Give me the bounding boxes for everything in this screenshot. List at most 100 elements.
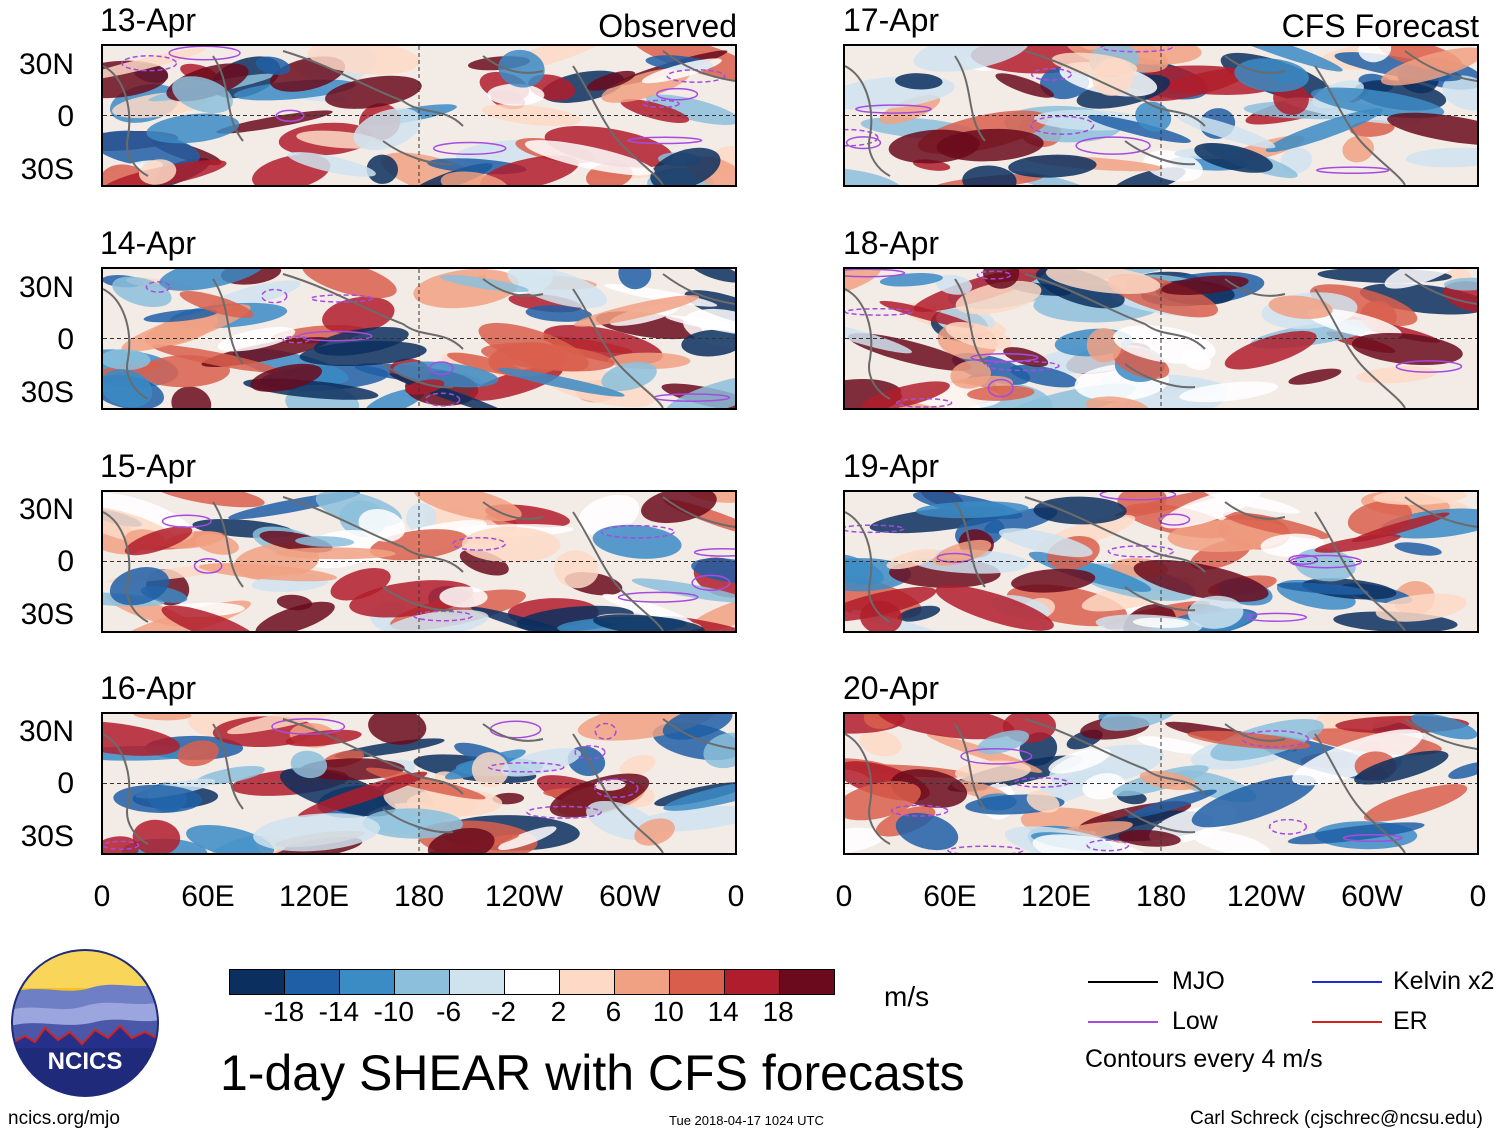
shear-blob bbox=[1410, 714, 1477, 740]
shear-blob bbox=[290, 750, 328, 779]
low-contour bbox=[1100, 46, 1173, 53]
shear-blob bbox=[601, 361, 657, 392]
coastline bbox=[954, 278, 986, 365]
shear-blob bbox=[146, 113, 240, 144]
shear-blob bbox=[845, 553, 884, 585]
shear-blob bbox=[691, 558, 735, 584]
forecast-map-panel bbox=[843, 712, 1479, 855]
shear-blob bbox=[255, 56, 291, 75]
shear-blob bbox=[1086, 328, 1122, 363]
low-contour bbox=[488, 762, 565, 773]
shear-blob bbox=[524, 140, 655, 176]
shear-blob bbox=[498, 826, 557, 851]
lat-label-eq: 0 bbox=[57, 545, 74, 578]
lon-label: 60W bbox=[599, 880, 661, 913]
forecast-map-panel bbox=[843, 267, 1479, 410]
low-contour bbox=[987, 378, 1014, 398]
lon-label: 0 bbox=[93, 880, 111, 913]
shear-blob bbox=[161, 605, 258, 631]
shear-blob bbox=[703, 732, 735, 769]
shear-blob bbox=[1224, 330, 1317, 370]
low-contour bbox=[1029, 115, 1095, 135]
shear-blob bbox=[1191, 775, 1316, 828]
lon-label: 120E bbox=[1020, 880, 1092, 913]
coastline bbox=[572, 733, 664, 853]
shear-blob bbox=[427, 828, 495, 853]
low-contour bbox=[895, 397, 953, 408]
shear-blob bbox=[471, 606, 604, 631]
coastline bbox=[482, 55, 544, 74]
coastline bbox=[1124, 363, 1196, 389]
coastline bbox=[1224, 723, 1286, 742]
shear-blob bbox=[954, 760, 1031, 783]
shear-blob bbox=[366, 154, 398, 184]
shear-blob bbox=[250, 363, 322, 392]
shear-field bbox=[845, 46, 1477, 185]
colorbar-swatch bbox=[230, 970, 285, 994]
shear-blob bbox=[1363, 784, 1468, 822]
shear-blob bbox=[171, 386, 212, 408]
ncics-logo: NCICS bbox=[10, 948, 160, 1098]
shear-blob bbox=[950, 360, 991, 389]
shear-blob bbox=[1032, 834, 1155, 853]
shear-blob bbox=[619, 754, 656, 777]
low-contour bbox=[855, 104, 932, 114]
low-contour bbox=[1316, 166, 1390, 175]
shear-blob bbox=[1387, 112, 1477, 146]
shear-blob bbox=[1008, 154, 1097, 178]
shear-blob bbox=[879, 300, 975, 328]
shear-blob bbox=[1234, 58, 1309, 92]
lon-label: 0 bbox=[1469, 880, 1487, 913]
shear-blob bbox=[133, 714, 192, 721]
coastline bbox=[954, 55, 986, 142]
low-contour bbox=[1099, 492, 1177, 501]
colorbar-swatch bbox=[560, 970, 615, 994]
shear-blob bbox=[1288, 368, 1342, 385]
coastline bbox=[482, 723, 544, 742]
lat-label-30s: 30S bbox=[20, 598, 74, 631]
colorbar-swatch bbox=[285, 970, 340, 994]
shear-blob bbox=[353, 108, 422, 151]
coastline bbox=[1124, 586, 1196, 612]
colorbar-tick-label: 6 bbox=[605, 996, 622, 1027]
shear-blob bbox=[1354, 750, 1449, 785]
shear-blob bbox=[255, 601, 335, 631]
shear-blob bbox=[645, 94, 735, 125]
shear-blob bbox=[1358, 46, 1392, 63]
lon-label: 60W bbox=[1341, 880, 1403, 913]
shear-blob bbox=[383, 609, 489, 631]
coastline bbox=[1024, 273, 1206, 350]
shear-blob bbox=[124, 526, 193, 556]
shear-blob bbox=[440, 171, 509, 185]
lon-label: 180 bbox=[393, 880, 445, 913]
shear-blob bbox=[1287, 822, 1425, 845]
coastline bbox=[845, 733, 891, 845]
low-contour bbox=[845, 269, 906, 278]
coastline bbox=[482, 278, 544, 297]
shear-blob bbox=[507, 269, 607, 309]
legend-line-kelvin bbox=[1312, 981, 1382, 983]
coastline bbox=[1404, 50, 1477, 82]
shear-field bbox=[845, 492, 1477, 631]
shear-blob bbox=[1342, 135, 1374, 163]
shear-blob bbox=[186, 824, 275, 853]
shear-blob bbox=[1405, 147, 1477, 168]
coastline bbox=[1224, 55, 1286, 74]
shear-blob bbox=[1033, 496, 1127, 525]
shear-blob bbox=[322, 296, 395, 334]
shear-blob bbox=[861, 381, 950, 408]
forecast-map-panel bbox=[843, 490, 1479, 633]
legend-line-mjo bbox=[1088, 981, 1158, 983]
low-contour bbox=[627, 136, 703, 145]
legend-label-kelvin: Kelvin x2 bbox=[1393, 967, 1495, 995]
panel-date-label: 13-Apr bbox=[100, 2, 197, 38]
coastline bbox=[845, 288, 891, 400]
panel-date-label: 14-Apr bbox=[100, 225, 197, 261]
lon-label: 120E bbox=[278, 880, 350, 913]
shear-blob bbox=[1113, 325, 1216, 364]
shear-blob bbox=[525, 305, 592, 322]
shear-blob bbox=[179, 290, 254, 319]
shear-blob bbox=[487, 83, 545, 106]
low-contour bbox=[271, 718, 346, 735]
coastline bbox=[212, 55, 244, 142]
